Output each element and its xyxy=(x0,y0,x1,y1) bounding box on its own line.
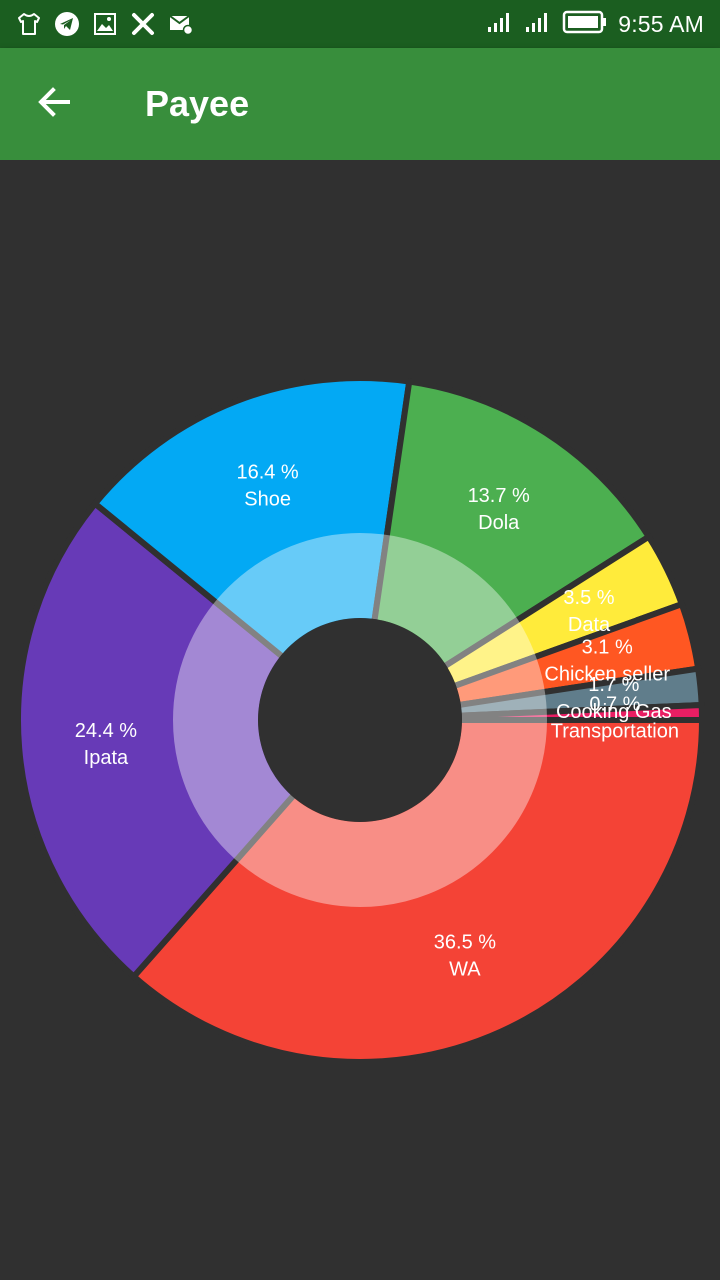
pie-inner-ring xyxy=(173,533,547,907)
pie-slice-shape[interactable] xyxy=(15,499,365,981)
pie-value-label: 3.1 % xyxy=(582,636,633,658)
payee-pie-chart[interactable]: 36.5 % WA 24.4 % Ipata 16.4 % Shoe 13.7 % Dola 3… xyxy=(0,160,720,1280)
signal-icon xyxy=(486,10,514,39)
pie-slice-wa[interactable] xyxy=(129,717,706,1066)
status-time: 9:55 AM xyxy=(618,10,704,37)
telegram-icon xyxy=(54,11,80,37)
pie-value-label: 3.5 % xyxy=(563,587,614,609)
chart-area: 36.5 % WA 24.4 % Ipata 16.4 % Shoe 13.7 % Dola 3… xyxy=(0,160,720,1280)
pie-slice-dola[interactable] xyxy=(356,378,653,727)
pie-slice-shape[interactable] xyxy=(129,717,706,1066)
pie-value-label: 24.4 % xyxy=(75,720,137,742)
signal-icon xyxy=(524,10,552,39)
pie-value-label: 13.7 % xyxy=(468,485,530,507)
pie-value-label: 16.4 % xyxy=(236,461,298,483)
mail-settings-icon xyxy=(168,11,194,37)
pie-name-label: Ipata xyxy=(84,747,129,769)
status-bar: 9:55 AM xyxy=(0,0,720,48)
image-icon xyxy=(92,11,118,37)
battery-icon xyxy=(562,9,608,40)
pie-slice-ipata[interactable] xyxy=(15,499,365,981)
pie-value-label: 1.7 % xyxy=(588,674,639,696)
pie-center-hole xyxy=(258,618,462,822)
system-status: 9:55 AM xyxy=(486,8,704,40)
arrow-back-icon xyxy=(34,82,74,127)
pie-name-label: Transportation xyxy=(551,720,679,742)
back-button[interactable] xyxy=(24,74,84,134)
pie-name-label: Data xyxy=(568,614,611,636)
pie-name-label: Cooking Gas xyxy=(556,701,672,723)
app-bar: Payee xyxy=(0,48,720,160)
pie-name-label: Dola xyxy=(478,512,520,534)
notification-icons xyxy=(16,10,194,38)
pie-value-label: 0.7 % xyxy=(589,693,640,715)
page-title: Payee xyxy=(145,83,250,124)
pie-name-label: WA xyxy=(449,958,481,980)
pie-name-label: Chicken seller xyxy=(544,663,670,685)
pie-name-label: Shoe xyxy=(244,488,291,510)
pie-slice-shape[interactable] xyxy=(356,378,653,727)
shirt-icon xyxy=(16,11,42,37)
x-app-icon xyxy=(130,11,156,37)
pie-value-label: 36.5 % xyxy=(434,931,496,953)
